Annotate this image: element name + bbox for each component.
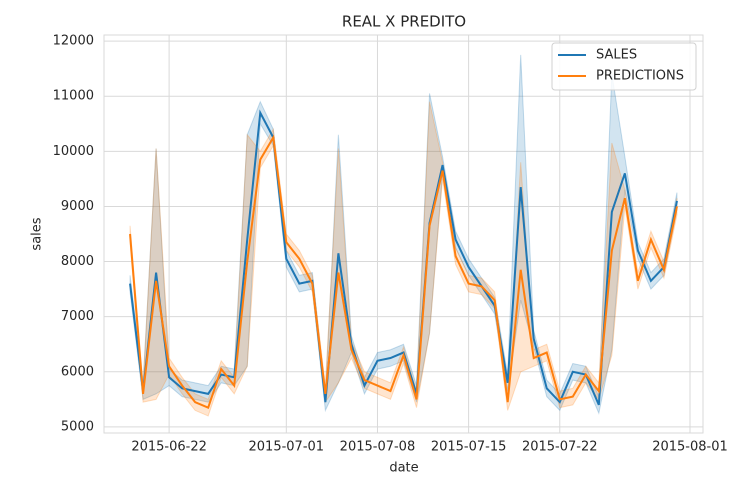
y-tick-label: 8000	[61, 254, 94, 269]
x-tick-label: 2015-06-22	[131, 440, 207, 455]
y-tick-label: 6000	[61, 364, 94, 379]
x-tick-label: 2015-08-01	[652, 440, 728, 455]
y-tick-label: 10000	[53, 144, 94, 159]
y-axis-label: sales	[30, 217, 45, 250]
y-tick-label: 9000	[61, 199, 94, 214]
legend-label: PREDICTIONS	[596, 69, 684, 84]
grid	[104, 35, 703, 433]
line	[129, 134, 678, 409]
x-tick-label: 2015-07-22	[522, 440, 598, 455]
x-tick-label: 2015-07-08	[340, 440, 416, 455]
y-tick-label: 5000	[61, 419, 94, 434]
legend-box	[551, 42, 697, 91]
chart-title: REAL X PREDITO	[342, 13, 466, 31]
y-tick-label: 7000	[61, 309, 94, 324]
plot-area	[103, 34, 704, 434]
x-axis-label: date	[389, 461, 418, 476]
y-tick-label: 11000	[53, 89, 94, 104]
x-tick-label: 2015-07-01	[249, 440, 325, 455]
x-tick-label: 2015-07-15	[431, 440, 507, 455]
legend: SALES PREDICTIONS	[551, 42, 697, 91]
y-tick-label: 12000	[53, 34, 94, 49]
legend-label: SALES	[596, 48, 637, 63]
